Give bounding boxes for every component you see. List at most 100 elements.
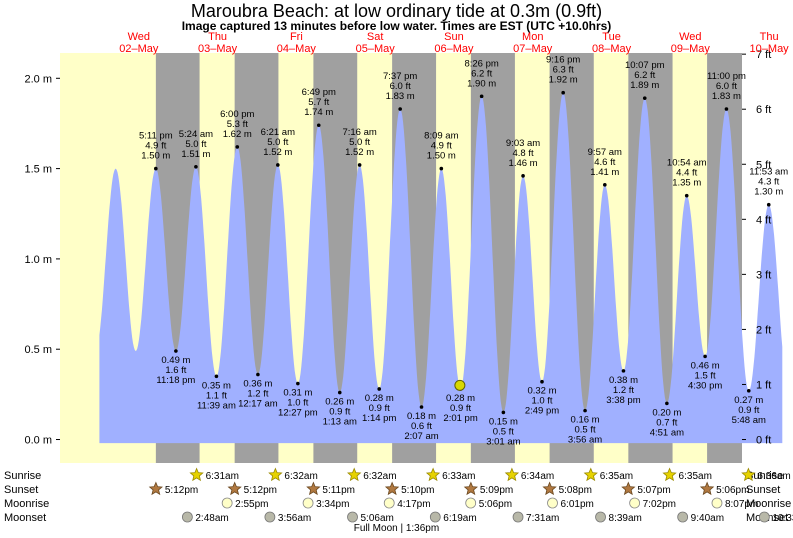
- low-tide-point: [419, 405, 424, 409]
- high-tide-label: 4.3 ft: [758, 177, 779, 188]
- moonrise-time: 3:34pm: [316, 499, 349, 510]
- low-tide-label: 1:14 pm: [362, 413, 396, 424]
- moonset-time: 5:06am: [361, 513, 394, 524]
- moonset-time: 10:33am: [772, 513, 793, 524]
- moonrise-time: 7:02pm: [643, 499, 676, 510]
- low-tide-label: 0.28 m: [446, 393, 475, 404]
- high-tide-point: [194, 164, 198, 169]
- low-tide-point: [746, 388, 751, 393]
- moonset-icon: [181, 511, 193, 523]
- date-label: 09–May: [671, 43, 711, 55]
- low-tide-label: 12:27 pm: [278, 408, 318, 419]
- high-tide-label: 5.0 ft: [185, 139, 206, 150]
- moonrise-icon: [302, 497, 314, 509]
- low-tide-label: 2:07 am: [404, 431, 438, 442]
- y-tick-label-left: 1.5 m: [24, 164, 52, 176]
- sunset-time: 5:12pm: [165, 485, 198, 496]
- moonrise-icon: [547, 497, 558, 509]
- high-tide-label: 10:07 pm: [625, 60, 665, 71]
- sunrise-time: 6:35am: [679, 471, 712, 482]
- high-tide-label: 6.3 ft: [553, 65, 574, 76]
- day-label: Mon: [522, 31, 543, 43]
- high-tide-label: 7:37 pm: [383, 71, 417, 82]
- y-tick-label-right: 5 ft: [756, 159, 771, 171]
- low-tide-label: 4:51 am: [650, 427, 684, 438]
- low-tide-label: 0.15 m: [489, 416, 518, 427]
- almanac-row-label-right: Sunrise: [746, 470, 783, 482]
- current-tide-marker: [454, 379, 466, 391]
- low-tide-label: 0.27 m: [734, 395, 763, 406]
- high-tide-point: [154, 166, 158, 171]
- sunset-time: 5:10pm: [401, 485, 434, 496]
- low-tide-label: 0.9 ft: [369, 403, 390, 414]
- sunset-icon: [384, 481, 400, 496]
- high-tide-label: 1.74 m: [304, 107, 333, 118]
- moonset-icon: [595, 511, 606, 523]
- moonset-time: 3:56am: [278, 513, 311, 524]
- low-tide-label: 0.18 m: [407, 411, 436, 422]
- high-tide-label: 1.83 m: [386, 91, 415, 102]
- low-tide-point: [296, 381, 300, 386]
- low-tide-label: 0.5 ft: [574, 425, 595, 436]
- low-tide-label: 11:18 pm: [156, 375, 195, 386]
- moonset-icon: [264, 511, 276, 523]
- high-tide-label: 11:53 am: [749, 167, 788, 178]
- high-tide-label: 6:21 am: [261, 127, 295, 138]
- sunrise-icon: [504, 467, 520, 482]
- day-label: Sun: [444, 31, 464, 43]
- moonset-time: 2:48am: [195, 513, 228, 524]
- high-tide-label: 11:00 pm: [707, 71, 746, 82]
- high-tide-label: 5.3 ft: [227, 119, 248, 130]
- y-tick-label-right: 0 ft: [756, 435, 771, 447]
- high-tide-point: [684, 193, 689, 198]
- sunset-icon: [699, 481, 715, 496]
- high-tide-label: 6.0 ft: [390, 81, 411, 92]
- high-tide-point: [642, 96, 647, 100]
- almanac-row-label-left: Sunrise: [4, 470, 41, 482]
- sunset-icon: [306, 481, 321, 496]
- high-tide-label: 8:09 am: [424, 131, 458, 142]
- sunset-icon: [463, 481, 478, 496]
- high-tide-label: 8:26 pm: [464, 58, 498, 69]
- date-label: 03–May: [198, 43, 238, 55]
- sunrise-time: 6:32am: [363, 471, 396, 482]
- high-tide-label: 7:16 am: [342, 127, 376, 138]
- high-tide-point: [398, 107, 402, 111]
- high-tide-label: 5.0 ft: [349, 137, 370, 148]
- tide-curve: [99, 92, 783, 444]
- low-tide-label: 0.9 ft: [738, 405, 759, 416]
- moonset-icon: [512, 511, 524, 523]
- low-tide-label: 1.2 ft: [247, 388, 268, 399]
- high-tide-label: 6.0 ft: [716, 81, 737, 92]
- high-tide-point: [561, 90, 565, 95]
- high-tide-label: 1.89 m: [630, 80, 659, 91]
- low-tide-label: 0.9 ft: [450, 403, 471, 414]
- high-tide-label: 6.2 ft: [471, 68, 492, 79]
- high-tide-point: [357, 163, 362, 167]
- moonset-icon: [347, 511, 358, 523]
- high-tide-point: [521, 174, 525, 178]
- sunrise-icon: [268, 467, 283, 482]
- low-tide-label: 1.2 ft: [613, 385, 634, 396]
- low-tide-label: 2:01 pm: [443, 413, 477, 424]
- day-label: Tue: [602, 31, 621, 43]
- y-tick-label-right: 4 ft: [756, 214, 771, 226]
- moon-phase-note: Full Moon | 1:36pm: [353, 523, 440, 534]
- y-tick-label-left: 2.0 m: [24, 73, 52, 85]
- sunrise-time: 6:34am: [521, 471, 554, 482]
- high-tide-label: 10:54 am: [667, 158, 707, 169]
- almanac-row-label-right: Moonrise: [746, 498, 791, 510]
- low-tide-label: 0.49 m: [161, 355, 190, 366]
- moonrise-time: 2:55pm: [235, 499, 268, 510]
- low-tide-label: 3:56 am: [568, 435, 602, 446]
- high-tide-label: 6.2 ft: [634, 70, 655, 81]
- low-tide-label: 0.32 m: [527, 386, 556, 397]
- high-tide-label: 1.83 m: [712, 91, 741, 102]
- sunrise-time: 6:32am: [284, 471, 317, 482]
- chart-title: Maroubra Beach: at low ordinary tide at …: [190, 1, 603, 21]
- low-tide-label: 1.0 ft: [531, 396, 552, 407]
- sunrise-icon: [583, 467, 598, 482]
- high-tide-label: 6:49 pm: [302, 87, 336, 98]
- high-tide-label: 5.7 ft: [308, 97, 329, 108]
